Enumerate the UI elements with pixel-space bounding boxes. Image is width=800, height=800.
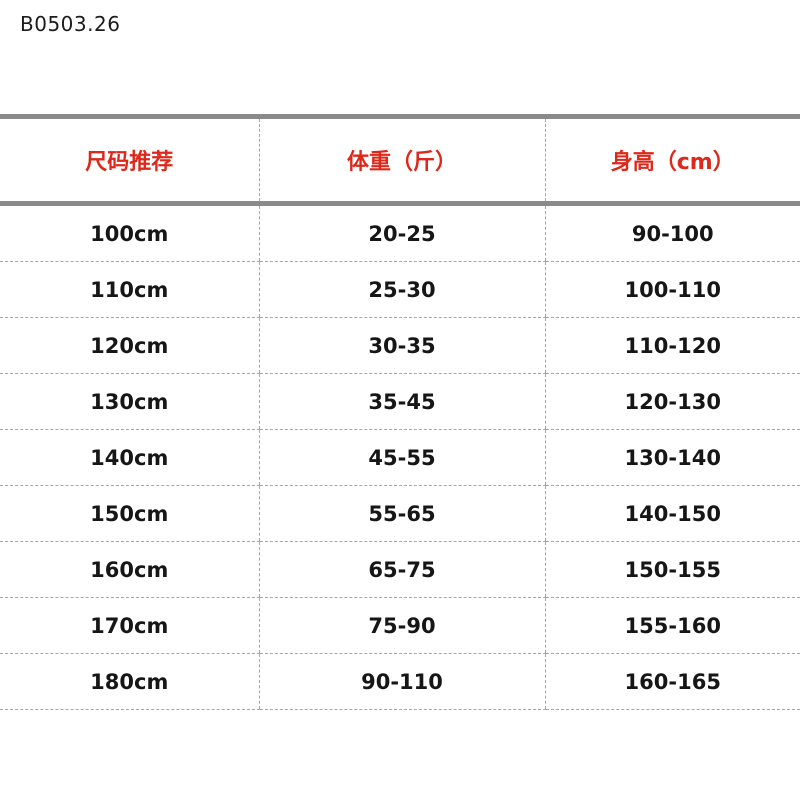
weight-cell: 75-90 [258, 597, 545, 654]
height-cell: 100-110 [544, 261, 800, 318]
height-cell: 150-155 [544, 541, 800, 598]
table-row: 170cm 75-90 155-160 [0, 597, 800, 654]
size-cell: 170cm [0, 597, 259, 654]
header-height-cm: 身高（cm） [544, 114, 800, 206]
size-chart-table: 尺码推荐 体重（斤） 身高（cm） 100cm 20-25 90-100 110… [0, 114, 800, 710]
size-cell: 140cm [0, 429, 259, 486]
height-cell: 160-165 [544, 653, 800, 710]
table-row: 120cm 30-35 110-120 [0, 317, 800, 374]
weight-cell: 30-35 [258, 317, 545, 374]
size-cell: 160cm [0, 541, 259, 598]
size-cell: 100cm [0, 203, 259, 262]
table-row: 150cm 55-65 140-150 [0, 485, 800, 542]
table-row: 140cm 45-55 130-140 [0, 429, 800, 486]
size-cell: 120cm [0, 317, 259, 374]
size-cell: 180cm [0, 653, 259, 710]
weight-cell: 55-65 [258, 485, 545, 542]
header-row: 尺码推荐 体重（斤） 身高（cm） [0, 114, 800, 206]
weight-cell: 20-25 [258, 203, 545, 262]
table-row: 100cm 20-25 90-100 [0, 203, 800, 262]
table-row: 160cm 65-75 150-155 [0, 541, 800, 598]
height-cell: 140-150 [544, 485, 800, 542]
weight-cell: 35-45 [258, 373, 545, 430]
weight-cell: 45-55 [258, 429, 545, 486]
height-cell: 90-100 [544, 203, 800, 262]
height-cell: 130-140 [544, 429, 800, 486]
header-size-recommendation: 尺码推荐 [0, 114, 259, 206]
size-cell: 150cm [0, 485, 259, 542]
height-cell: 120-130 [544, 373, 800, 430]
weight-cell: 90-110 [258, 653, 545, 710]
height-cell: 155-160 [544, 597, 800, 654]
table-row: 130cm 35-45 120-130 [0, 373, 800, 430]
weight-cell: 65-75 [258, 541, 545, 598]
weight-cell: 25-30 [258, 261, 545, 318]
size-cell: 130cm [0, 373, 259, 430]
table-row: 110cm 25-30 100-110 [0, 261, 800, 318]
header-weight-jin: 体重（斤） [258, 114, 545, 206]
product-code: B0503.26 [20, 12, 121, 36]
height-cell: 110-120 [544, 317, 800, 374]
size-cell: 110cm [0, 261, 259, 318]
table-row: 180cm 90-110 160-165 [0, 653, 800, 710]
